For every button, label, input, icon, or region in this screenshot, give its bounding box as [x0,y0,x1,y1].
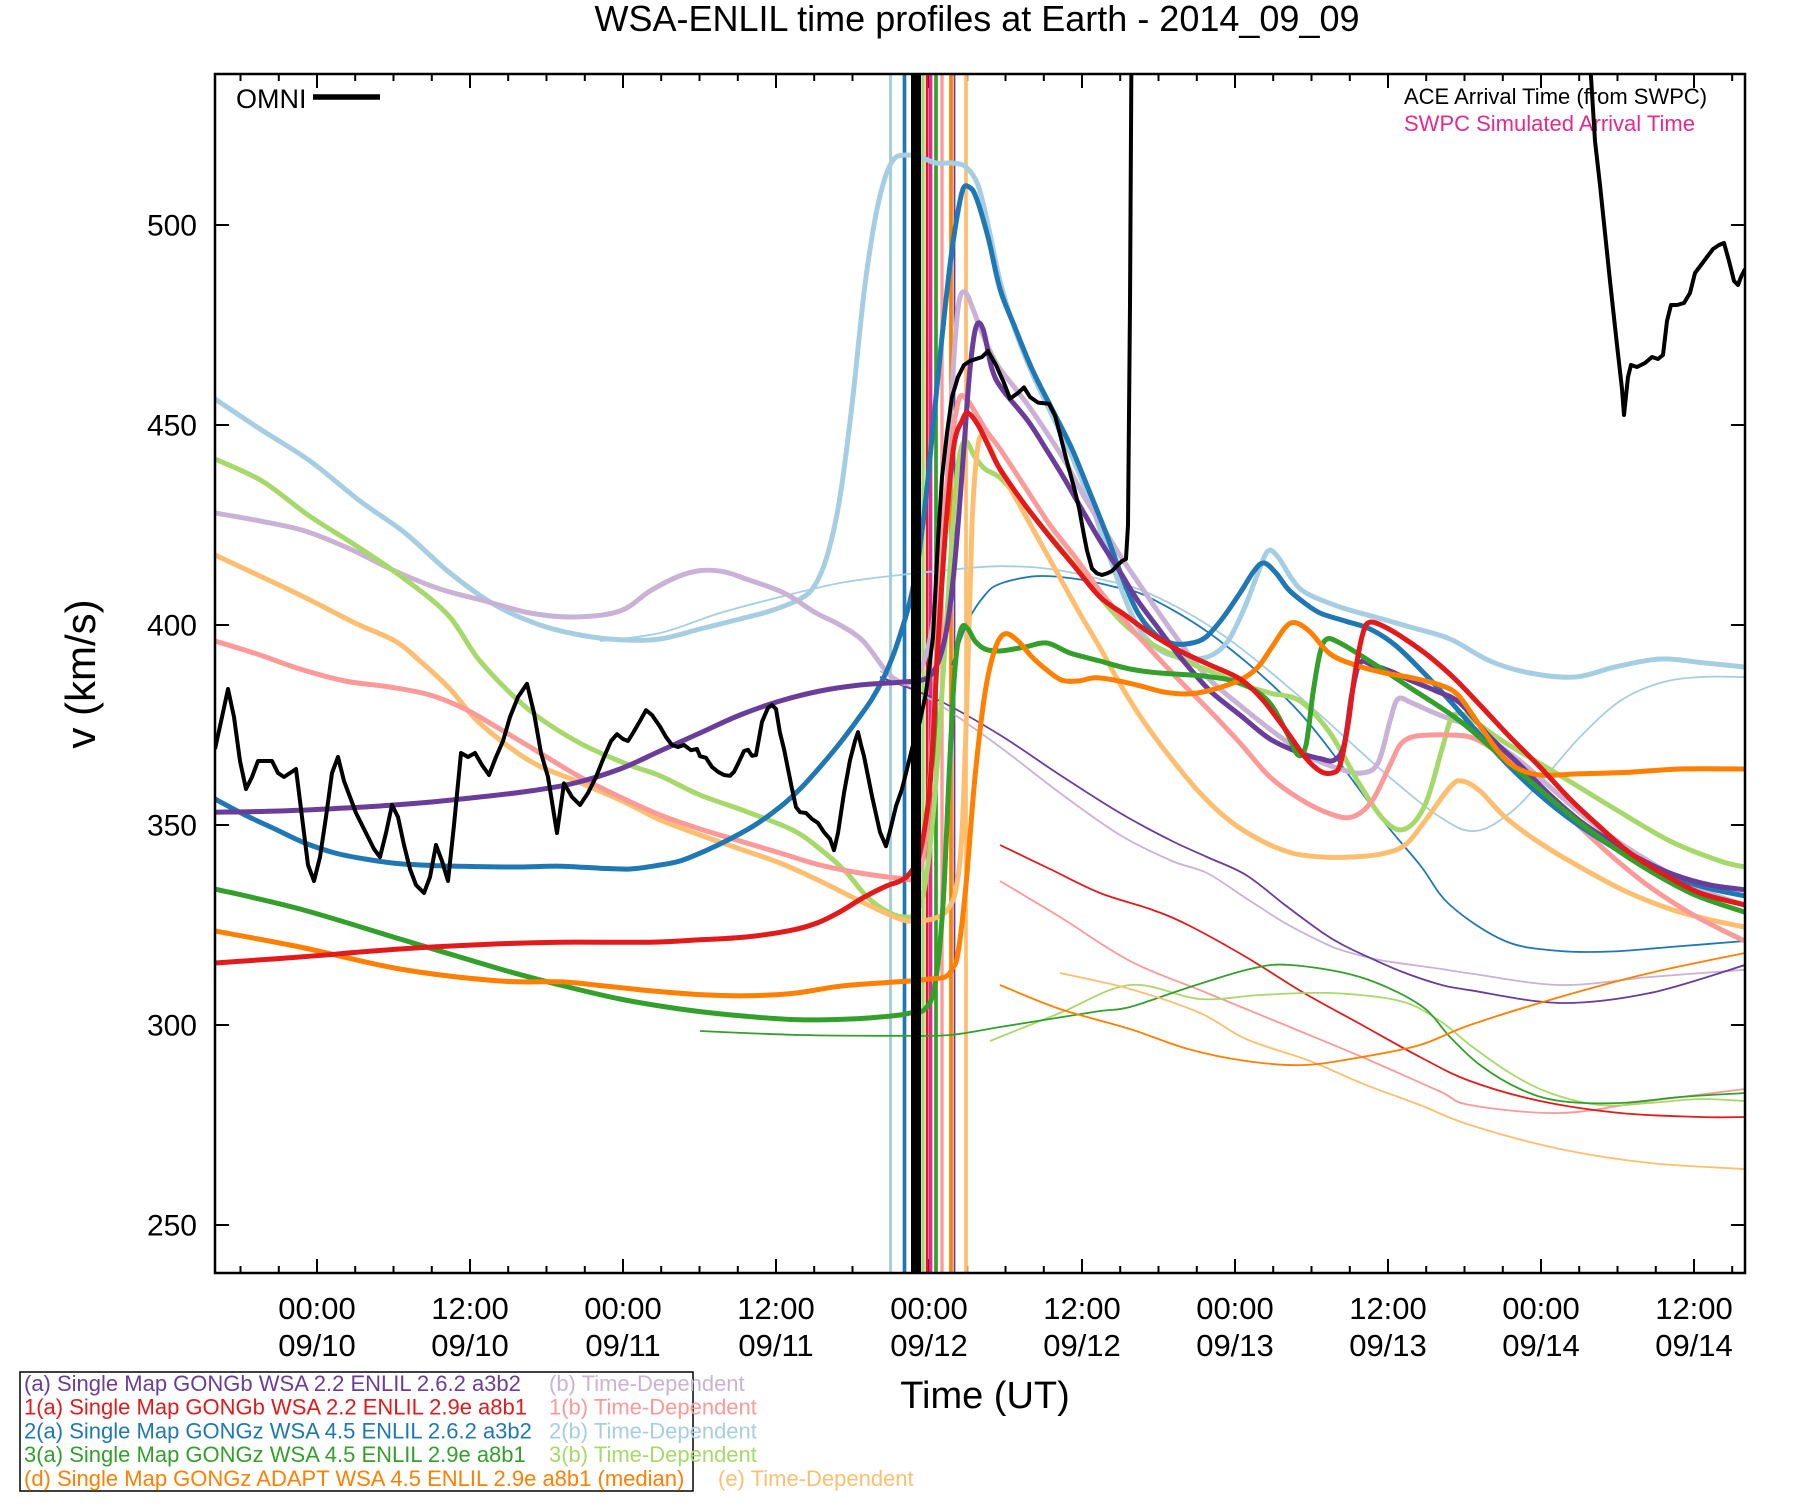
svg-text:v (km/s): v (km/s) [57,599,104,748]
svg-text:12:00: 12:00 [1043,1291,1121,1326]
svg-text:SWPC Simulated Arrival Time: SWPC Simulated Arrival Time [1404,111,1695,136]
svg-text:00:00: 00:00 [584,1291,662,1326]
svg-text:09/10: 09/10 [431,1328,509,1363]
svg-text:12:00: 12:00 [737,1291,815,1326]
svg-text:Time (UT): Time (UT) [900,1375,1070,1417]
svg-text:(d) Single Map GONGz ADAPT WSA: (d) Single Map GONGz ADAPT WSA 4.5 ENLIL… [24,1466,684,1491]
svg-text:ACE Arrival Time (from SWPC): ACE Arrival Time (from SWPC) [1404,84,1707,109]
svg-text:1(b) Time-Dependent: 1(b) Time-Dependent [549,1395,757,1420]
svg-text:12:00: 12:00 [1349,1291,1427,1326]
svg-text:3(b) Time-Dependent: 3(b) Time-Dependent [549,1442,757,1467]
svg-text:09/12: 09/12 [1043,1328,1121,1363]
svg-text:09/13: 09/13 [1196,1328,1274,1363]
svg-text:2(a) Single Map GONGz WSA 4.5: 2(a) Single Map GONGz WSA 4.5 ENLIL 2.6.… [24,1418,532,1443]
svg-text:2(b) Time-Dependent: 2(b) Time-Dependent [549,1418,757,1443]
svg-text:09/13: 09/13 [1349,1328,1427,1363]
svg-text:3(a) Single Map GONGz WSA 4.5: 3(a) Single Map GONGz WSA 4.5 ENLIL 2.9e… [24,1442,526,1467]
svg-text:(e) Time-Dependent: (e) Time-Dependent [718,1466,914,1491]
svg-text:400: 400 [147,610,197,643]
svg-text:09/10: 09/10 [278,1328,356,1363]
svg-text:09/14: 09/14 [1502,1328,1580,1363]
svg-text:450: 450 [147,410,197,443]
svg-text:09/14: 09/14 [1655,1328,1733,1363]
svg-text:250: 250 [147,1210,197,1243]
svg-text:(b) Time-Dependent: (b) Time-Dependent [549,1371,745,1396]
svg-text:09/12: 09/12 [890,1328,968,1363]
svg-text:12:00: 12:00 [1655,1291,1733,1326]
svg-text:09/11: 09/11 [585,1328,660,1363]
svg-text:500: 500 [147,210,197,243]
svg-text:09/11: 09/11 [738,1328,813,1363]
svg-text:00:00: 00:00 [890,1291,968,1326]
svg-text:1(a) Single Map GONGb WSA 2.2: 1(a) Single Map GONGb WSA 2.2 ENLIL 2.9e… [24,1395,527,1420]
svg-text:00:00: 00:00 [1502,1291,1580,1326]
svg-text:00:00: 00:00 [1196,1291,1274,1326]
svg-text:300: 300 [147,1010,197,1043]
svg-text:(a) Single Map GONGb WSA 2.2 E: (a) Single Map GONGb WSA 2.2 ENLIL 2.6.2… [24,1371,521,1396]
svg-text:OMNI: OMNI [236,84,307,114]
svg-text:12:00: 12:00 [431,1291,509,1326]
svg-text:00:00: 00:00 [278,1291,356,1326]
svg-text:350: 350 [147,810,197,843]
svg-text:WSA-ENLIL time profiles at Ear: WSA-ENLIL time profiles at Earth - 2014_… [594,0,1359,39]
